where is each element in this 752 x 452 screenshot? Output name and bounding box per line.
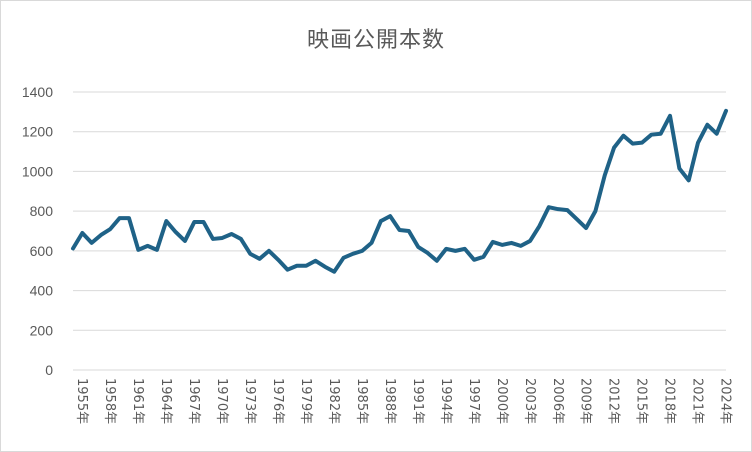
y-tick-label: 200 bbox=[30, 322, 54, 338]
x-tick-label: 1994年 bbox=[438, 378, 453, 424]
gridlines bbox=[73, 91, 726, 371]
x-tick-label: 2021年 bbox=[690, 378, 705, 424]
x-tick-label: 1985年 bbox=[354, 378, 369, 424]
x-tick-label: 1970年 bbox=[214, 378, 229, 424]
x-tick-label: 2012年 bbox=[606, 378, 621, 424]
y-tick-label: 0 bbox=[45, 362, 53, 378]
y-tick-label: 400 bbox=[30, 283, 54, 299]
x-tick-label: 1961年 bbox=[130, 378, 145, 424]
x-tick-label: 2003年 bbox=[522, 378, 537, 424]
x-tick-label: 1967年 bbox=[186, 378, 201, 424]
x-tick-label: 1964年 bbox=[158, 378, 173, 424]
x-tick-label: 2009年 bbox=[578, 378, 593, 424]
y-tick-label: 1000 bbox=[22, 163, 53, 179]
x-tick-label: 1997年 bbox=[466, 378, 481, 424]
x-tick-label: 1979年 bbox=[298, 378, 313, 424]
x-tick-label: 2006年 bbox=[550, 378, 565, 424]
y-tick-label: 600 bbox=[30, 243, 54, 259]
x-tick-label: 1976年 bbox=[270, 378, 285, 424]
x-tick-label: 1973年 bbox=[242, 378, 257, 424]
x-tick-label: 1991年 bbox=[410, 378, 425, 424]
x-tick-label: 2000年 bbox=[494, 378, 509, 424]
x-tick-label: 1982年 bbox=[326, 378, 341, 424]
x-tick-label: 2018年 bbox=[662, 378, 677, 424]
series-line-0 bbox=[71, 108, 728, 274]
x-tick-label: 2015年 bbox=[634, 378, 649, 424]
series-layer bbox=[71, 108, 728, 274]
y-tick-label: 1400 bbox=[22, 84, 53, 100]
y-axis-ticks: 0 200 400 600 800 1000 1200 1400 bbox=[22, 84, 53, 378]
x-tick-label: 1958年 bbox=[102, 378, 117, 424]
chart-title: 映画公開本数 bbox=[306, 28, 445, 53]
x-tick-label: 1955年 bbox=[74, 378, 89, 424]
x-tick-label: 2024年 bbox=[718, 378, 733, 424]
x-axis-ticks: 1955年 1958年 1961年 1964年 1967年 1970年 1973年 1976年… bbox=[74, 378, 733, 424]
y-tick-label: 1200 bbox=[22, 124, 53, 140]
y-tick-label: 800 bbox=[30, 203, 54, 219]
x-tick-label: 1988年 bbox=[382, 378, 397, 424]
